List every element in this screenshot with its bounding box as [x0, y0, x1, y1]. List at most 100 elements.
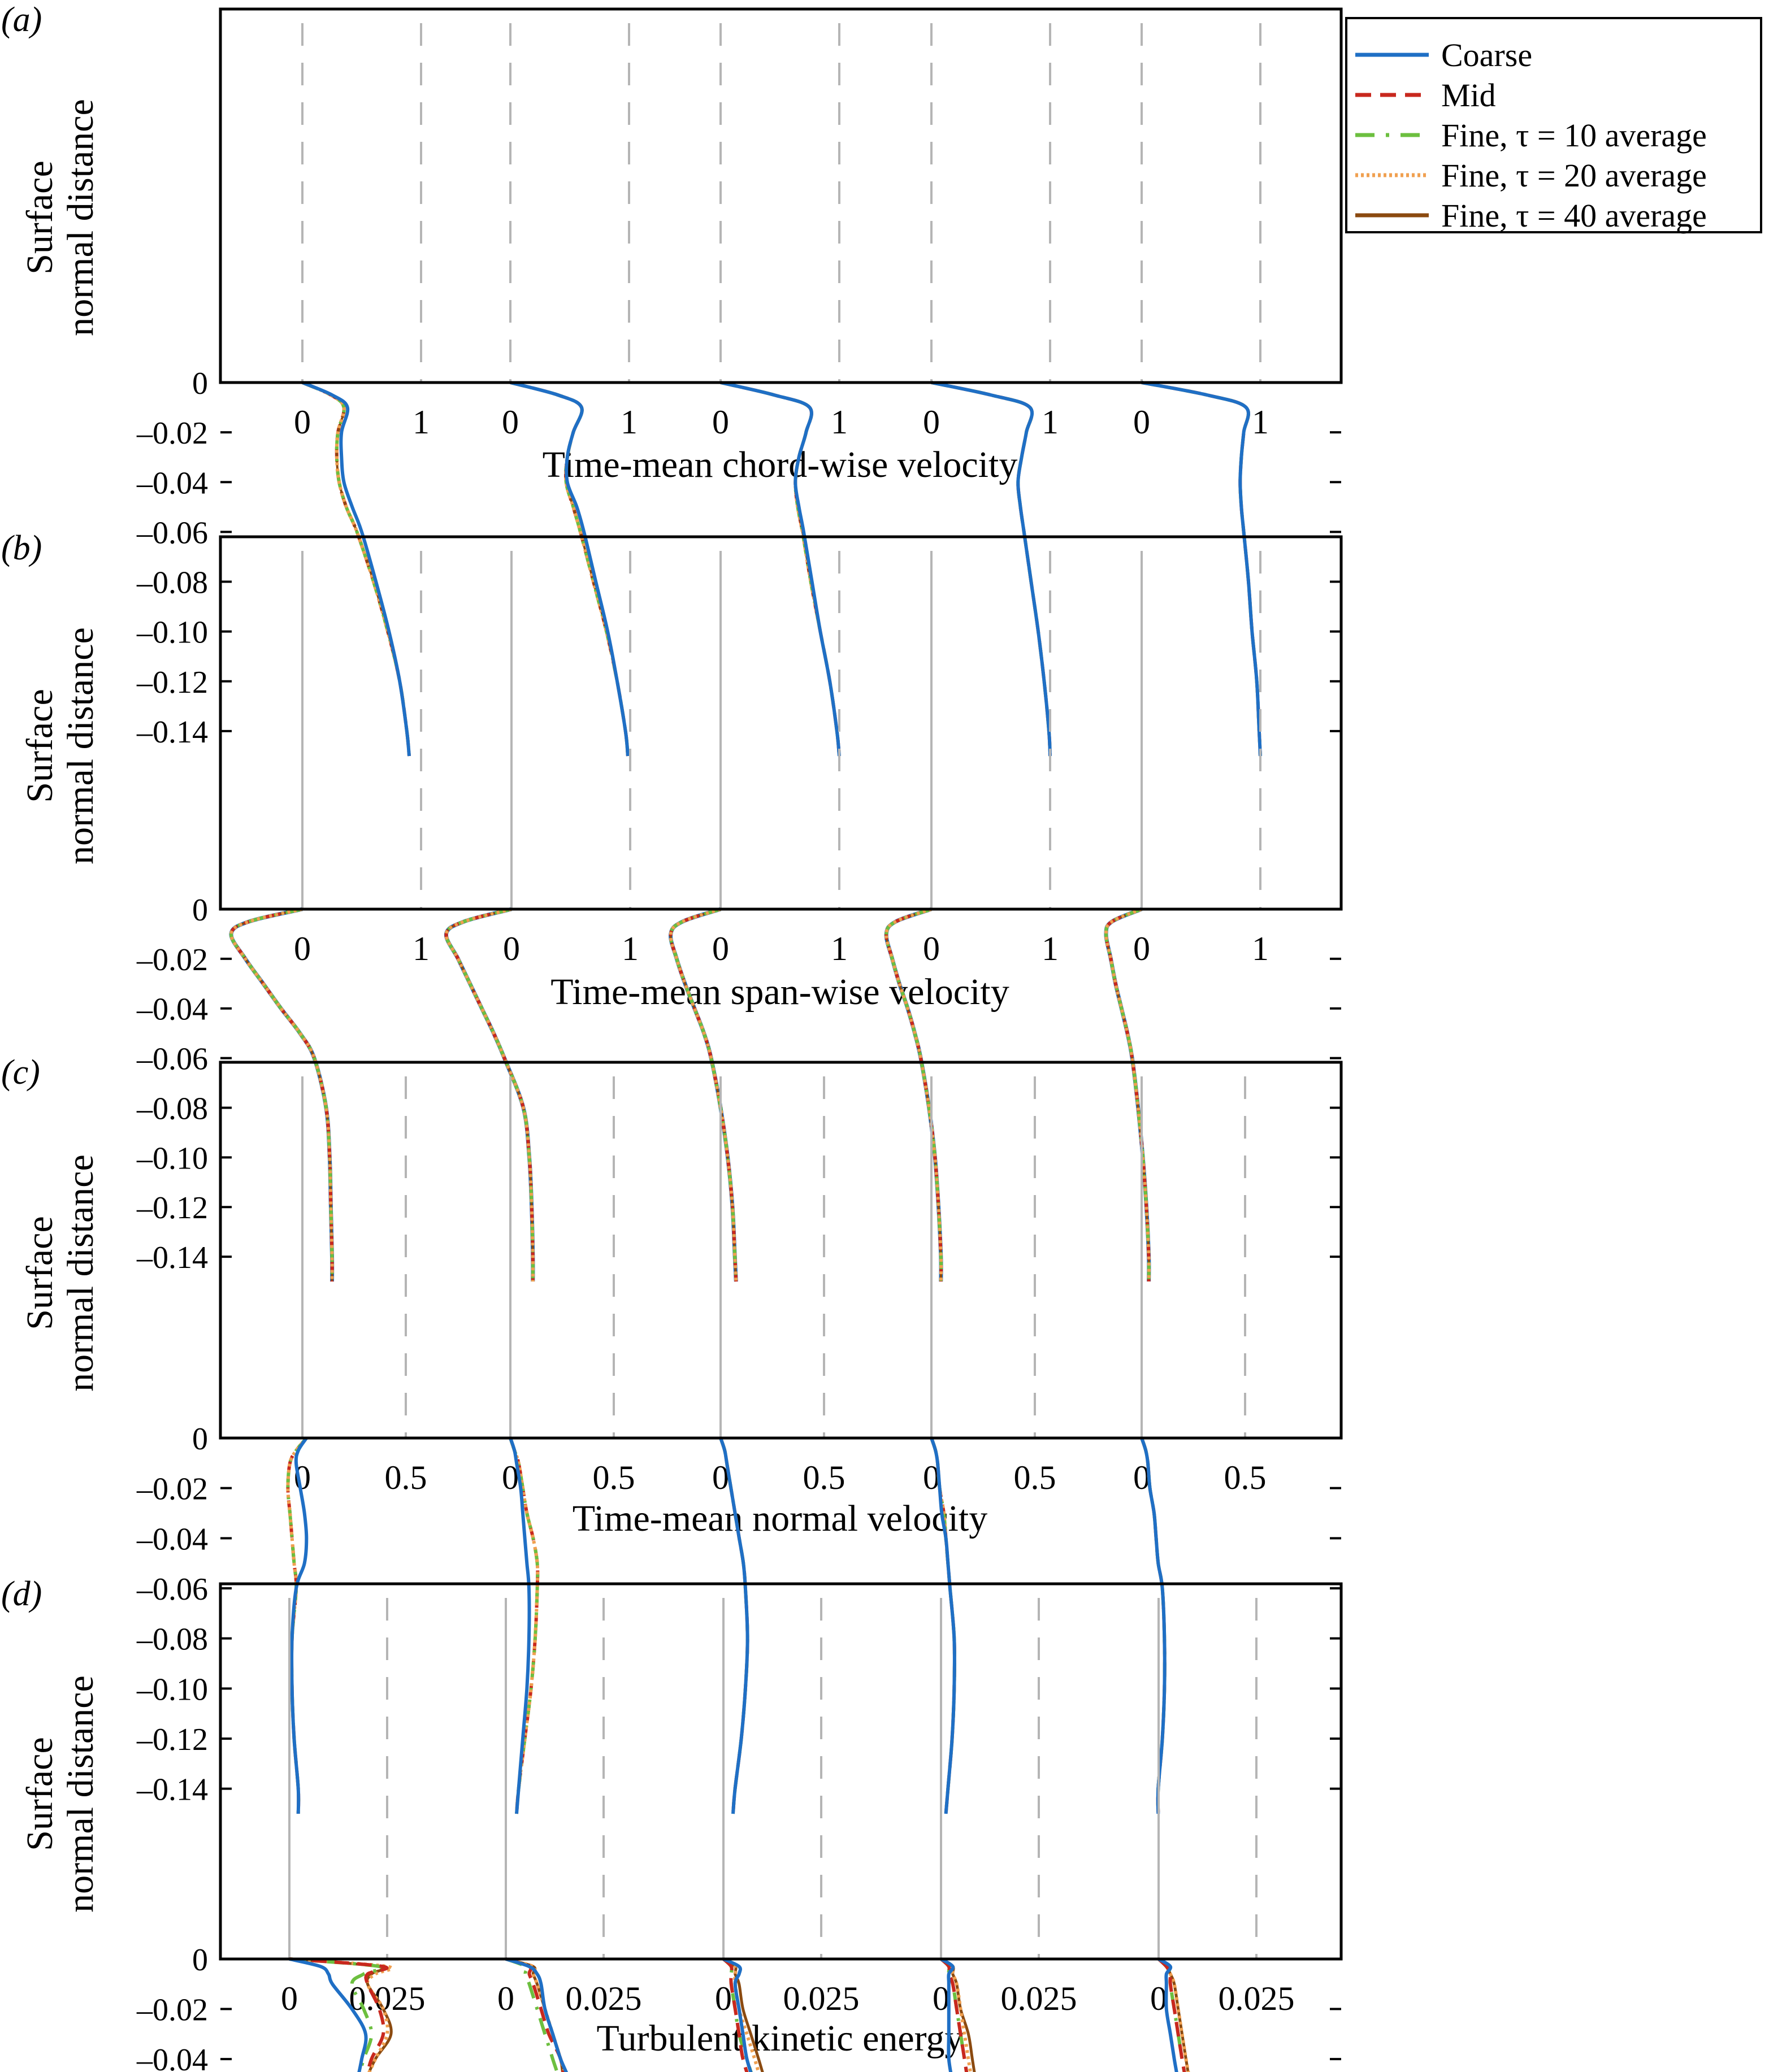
profile-curve — [301, 381, 411, 757]
panel-label-c: (c) — [1, 1053, 40, 1092]
y-tick-label: –0.04 — [136, 2043, 208, 2072]
legend-item-coarse: Coarse — [1347, 35, 1532, 75]
axes-frame — [219, 535, 1343, 911]
panel-label-d: (d) — [1, 1575, 42, 1613]
panel-label-b: (b) — [1, 529, 42, 567]
panel-c: 0 0.5 0 0.5 0 0.5 0 0.5 0 0.5–0.14–0.12–0.10–0.08… — [136, 1061, 1343, 1814]
x-tick-label: 0 — [502, 403, 519, 441]
x-tick-label: 0.025 — [566, 1980, 642, 2017]
x-tick-label: 0.5 — [385, 1459, 427, 1496]
axes-frame — [219, 7, 1343, 384]
x-tick-label: 0.5 — [593, 1459, 635, 1496]
y-tick-label: –0.02 — [136, 1993, 208, 2028]
profile-curve — [722, 1957, 753, 2072]
x-tick-label: 0 — [923, 930, 940, 967]
panel-b: 0 1 0 1 0 1 0 1 0 1 –0.14 –0.12 –0.10 –0.08 –0.06 –0.04… — [136, 535, 1343, 1282]
panel-a: 0 1 0 1 0 1 0 1 0 1 –0.14 –0.12 –0.10 –0.08 –0.06 –0.04… — [136, 7, 1343, 757]
x-axis-label-d: Turbulent kinetic energy — [596, 2018, 964, 2059]
profile-curve — [290, 1437, 309, 1814]
profile-curve — [510, 381, 630, 757]
legend-item-fine-tau40: Fine, τ = 40 average — [1347, 196, 1707, 235]
x-tick-label: 0 — [294, 930, 311, 967]
x-tick-label: 1 — [622, 930, 639, 967]
x-axis-label-b: Time-mean span-wise velocity — [550, 971, 1009, 1013]
legend-item-fine-tau20: Fine, τ = 20 average — [1347, 155, 1707, 195]
x-tick-label: 0.025 — [1219, 1980, 1295, 2017]
profile-curve — [722, 1957, 761, 2072]
profile-curve — [230, 908, 333, 1282]
y-tick-label: –0.02 — [136, 416, 208, 451]
profile-curve — [509, 1437, 540, 1814]
y-tick-label: 0 — [192, 1422, 208, 1457]
profile-curve — [505, 1957, 569, 2072]
y-tick-label: –0.12 — [136, 1191, 208, 1226]
legend-label: Fine, τ = 10 average — [1441, 116, 1707, 154]
x-tick-label: 0.5 — [1014, 1459, 1056, 1496]
profile-curve — [505, 1957, 565, 2072]
legend-label: Coarse — [1441, 36, 1533, 73]
profile-curve — [940, 1957, 976, 2072]
profile-curve — [509, 1437, 531, 1814]
x-tick-label: 0.5 — [1224, 1459, 1267, 1496]
profile-curve — [444, 907, 535, 1282]
x-tick-label: 0.025 — [349, 1980, 426, 2017]
x-tick-label: 0 — [923, 403, 940, 441]
profile-curve — [505, 1957, 567, 2072]
profile-curve — [301, 381, 411, 757]
x-tick-label: 1 — [413, 403, 430, 441]
x-tick-label: 0 — [503, 930, 520, 967]
x-tick-label: 0 — [281, 1980, 298, 2017]
profile-curve — [510, 381, 629, 757]
y-tick-label: 0 — [192, 366, 208, 401]
legend-item-fine-tau10: Fine, τ = 10 average — [1347, 115, 1707, 155]
y-tick-label: –0.04 — [136, 992, 208, 1027]
profile-curve — [885, 907, 943, 1282]
y-tick-label: –0.04 — [136, 466, 208, 501]
x-tick-label: 0 — [1133, 930, 1150, 967]
x-tick-label: 1 — [831, 403, 848, 441]
legend-label: Mid — [1441, 76, 1496, 114]
y-tick-label: –0.10 — [136, 1141, 208, 1176]
y-tick-label: 0 — [192, 893, 208, 928]
y-tick-label: 0 — [192, 1943, 208, 1978]
profile-curve — [229, 907, 334, 1282]
y-tick-label: –0.06 — [136, 1572, 208, 1607]
x-tick-label: 1 — [831, 930, 848, 967]
profile-curve — [1104, 907, 1151, 1282]
profile-curve — [720, 381, 841, 757]
profile-curve — [301, 381, 411, 757]
profile-curve — [669, 907, 738, 1282]
legend-line-solid-brown-icon — [1355, 213, 1429, 218]
x-tick-label: 1 — [1042, 403, 1059, 441]
profile-curve — [229, 907, 335, 1282]
y-tick-label: –0.12 — [136, 1722, 208, 1757]
profile-curve — [931, 381, 1052, 757]
profile-curve — [229, 907, 334, 1282]
x-tick-label: 0 — [1133, 403, 1150, 441]
x-tick-label: 0 — [712, 930, 729, 967]
profile-curve — [510, 381, 630, 757]
y-tick-label: –0.10 — [136, 615, 208, 650]
profile-curve — [510, 381, 630, 757]
profile-curve — [940, 1957, 955, 2072]
profile-curve — [302, 381, 410, 757]
profile-curve — [289, 1957, 368, 2072]
legend-line-dotted-orange-icon — [1355, 173, 1429, 177]
y-tick-label: –0.10 — [136, 1672, 208, 1707]
y-tick-label: –0.08 — [136, 1091, 208, 1126]
profile-curve — [931, 381, 1052, 757]
profile-curve — [722, 1957, 764, 2072]
profile-curve — [931, 381, 1051, 757]
profile-curve — [1157, 1958, 1190, 2072]
profile-curve — [510, 381, 630, 757]
y-tick-label: –0.12 — [136, 665, 208, 700]
panel-d: 0 0.025 0 0.025 0 0.025 0 0.025 0 0.025 –0.14 –0.12… — [136, 1582, 1343, 2072]
x-tick-label: 0.025 — [783, 1980, 860, 2017]
x-tick-label: 0 — [933, 1980, 949, 2017]
legend-item-mid: Mid — [1347, 75, 1496, 115]
legend-line-dashdot-green-icon — [1355, 133, 1429, 137]
x-axis-label-a: Time-mean chord-wise velocity — [542, 444, 1018, 485]
x-tick-label: 0 — [294, 403, 311, 441]
